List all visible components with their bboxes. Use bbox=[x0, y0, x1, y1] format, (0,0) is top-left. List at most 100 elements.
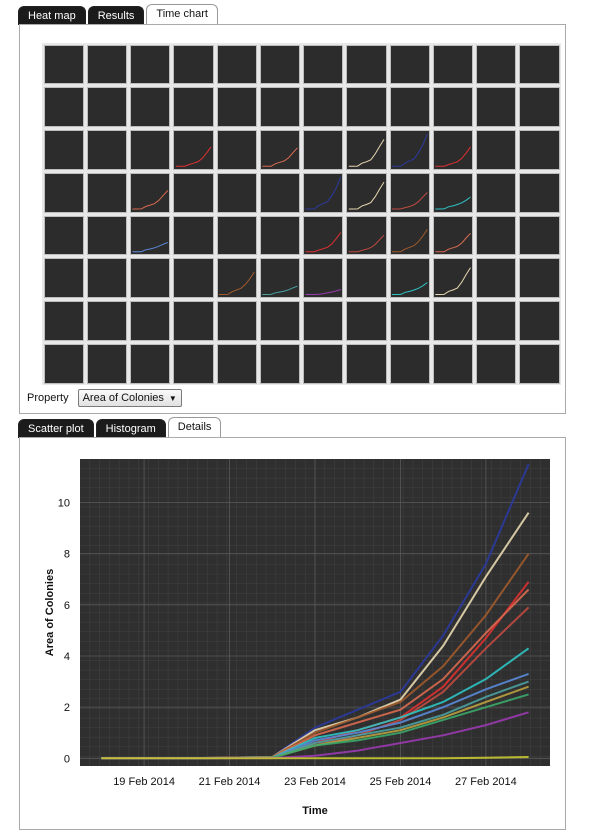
plate-well[interactable] bbox=[86, 130, 127, 170]
plate-well[interactable] bbox=[389, 44, 430, 85]
plate-well[interactable] bbox=[216, 258, 257, 298]
plate-well[interactable] bbox=[259, 215, 300, 256]
tab-results[interactable]: Results bbox=[87, 6, 145, 25]
plate-well[interactable] bbox=[130, 172, 171, 213]
plate-well[interactable] bbox=[346, 258, 387, 298]
plate-well[interactable] bbox=[216, 130, 257, 170]
plate-well[interactable] bbox=[259, 44, 300, 85]
plate-well[interactable] bbox=[130, 44, 171, 85]
plate-well[interactable] bbox=[259, 343, 300, 384]
plate-well[interactable] bbox=[43, 258, 84, 298]
plate-well[interactable] bbox=[519, 258, 560, 298]
plate-well[interactable] bbox=[86, 44, 127, 85]
plate-well[interactable] bbox=[389, 215, 430, 256]
plate-well[interactable] bbox=[216, 215, 257, 256]
tab-heat-map[interactable]: Heat map bbox=[18, 6, 86, 25]
plate-well[interactable] bbox=[130, 343, 171, 384]
plate-well[interactable] bbox=[43, 87, 84, 127]
plate-well[interactable] bbox=[43, 172, 84, 213]
plate-well[interactable] bbox=[43, 343, 84, 384]
plate-well[interactable] bbox=[303, 301, 344, 341]
plate-well[interactable] bbox=[346, 172, 387, 213]
plate-well[interactable] bbox=[130, 87, 171, 127]
plate-well[interactable] bbox=[346, 215, 387, 256]
plate-well[interactable] bbox=[130, 130, 171, 170]
plate-well[interactable] bbox=[519, 301, 560, 341]
plate-well[interactable] bbox=[346, 343, 387, 384]
plate-well[interactable] bbox=[303, 87, 344, 127]
plate-well[interactable] bbox=[216, 172, 257, 213]
plate-well[interactable] bbox=[216, 343, 257, 384]
plate-well[interactable] bbox=[303, 130, 344, 170]
tab-details[interactable]: Details bbox=[167, 417, 222, 438]
plate-well[interactable] bbox=[432, 215, 473, 256]
plate-well[interactable] bbox=[432, 301, 473, 341]
tab-time-chart[interactable]: Time chart bbox=[146, 4, 218, 25]
plate-well[interactable] bbox=[216, 301, 257, 341]
plate-well[interactable] bbox=[43, 44, 84, 85]
plate-well[interactable] bbox=[86, 301, 127, 341]
plate-well[interactable] bbox=[259, 258, 300, 298]
plate-well[interactable] bbox=[216, 87, 257, 127]
plate-well[interactable] bbox=[173, 130, 214, 170]
plate-well[interactable] bbox=[346, 87, 387, 127]
tab-scatter-plot[interactable]: Scatter plot bbox=[18, 419, 94, 438]
plate-well[interactable] bbox=[173, 215, 214, 256]
plate-well[interactable] bbox=[432, 87, 473, 127]
plate-well[interactable] bbox=[43, 130, 84, 170]
plate-well[interactable] bbox=[259, 130, 300, 170]
plate-well[interactable] bbox=[519, 130, 560, 170]
plate-well[interactable] bbox=[476, 130, 517, 170]
plate-well[interactable] bbox=[173, 172, 214, 213]
plate-well[interactable] bbox=[86, 215, 127, 256]
plate-well[interactable] bbox=[519, 44, 560, 85]
plate-well[interactable] bbox=[519, 172, 560, 213]
plate-well[interactable] bbox=[259, 301, 300, 341]
plate-well[interactable] bbox=[432, 44, 473, 85]
plate-well[interactable] bbox=[389, 87, 430, 127]
plate-well[interactable] bbox=[346, 44, 387, 85]
plate-well[interactable] bbox=[389, 172, 430, 213]
plate-well[interactable] bbox=[476, 343, 517, 384]
plate-well[interactable] bbox=[432, 130, 473, 170]
plate-well[interactable] bbox=[346, 130, 387, 170]
tab-histogram[interactable]: Histogram bbox=[95, 419, 166, 438]
plate-well[interactable] bbox=[86, 258, 127, 298]
plate-well[interactable] bbox=[130, 258, 171, 298]
plate-well[interactable] bbox=[519, 215, 560, 256]
plate-well[interactable] bbox=[86, 343, 127, 384]
plate-well[interactable] bbox=[476, 301, 517, 341]
plate-well[interactable] bbox=[389, 343, 430, 384]
plate-well[interactable] bbox=[476, 44, 517, 85]
plate-well[interactable] bbox=[476, 172, 517, 213]
plate-well[interactable] bbox=[432, 172, 473, 213]
plate-well[interactable] bbox=[43, 301, 84, 341]
plate-well[interactable] bbox=[173, 87, 214, 127]
plate-well[interactable] bbox=[432, 258, 473, 298]
plate-well[interactable] bbox=[43, 215, 84, 256]
plate-well[interactable] bbox=[173, 44, 214, 85]
plate-well[interactable] bbox=[303, 44, 344, 85]
plate-well[interactable] bbox=[519, 87, 560, 127]
plate-well[interactable] bbox=[303, 172, 344, 213]
plate-well[interactable] bbox=[259, 172, 300, 213]
property-select[interactable]: Area of Colonies ▼ bbox=[77, 389, 182, 407]
plate-well[interactable] bbox=[86, 172, 127, 213]
plate-well[interactable] bbox=[346, 301, 387, 341]
plate-well[interactable] bbox=[476, 87, 517, 127]
plate-well[interactable] bbox=[130, 301, 171, 341]
plate-well[interactable] bbox=[476, 258, 517, 298]
plate-well[interactable] bbox=[303, 215, 344, 256]
plate-well[interactable] bbox=[173, 343, 214, 384]
plate-well[interactable] bbox=[476, 215, 517, 256]
plate-well[interactable] bbox=[519, 343, 560, 384]
plate-well[interactable] bbox=[303, 343, 344, 384]
plate-well[interactable] bbox=[130, 215, 171, 256]
plate-well[interactable] bbox=[389, 301, 430, 341]
plate-well[interactable] bbox=[303, 258, 344, 298]
plate-well[interactable] bbox=[389, 130, 430, 170]
plate-well[interactable] bbox=[86, 87, 127, 127]
plate-well[interactable] bbox=[259, 87, 300, 127]
plate-well[interactable] bbox=[389, 258, 430, 298]
plate-well[interactable] bbox=[173, 258, 214, 298]
